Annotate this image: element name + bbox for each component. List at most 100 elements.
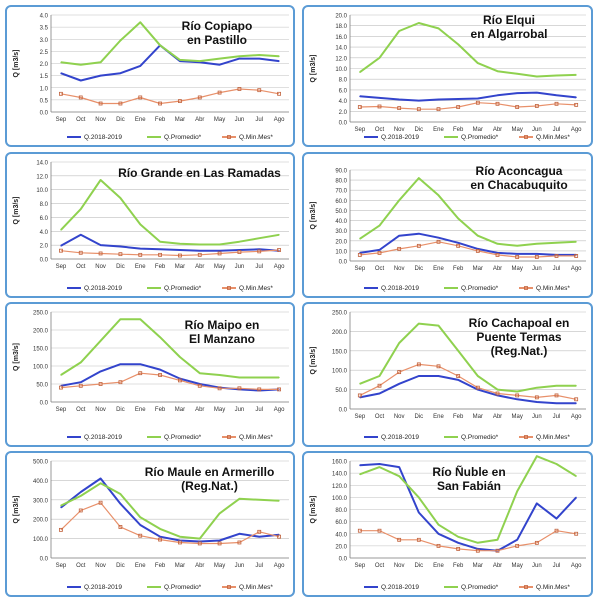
legend-label-minimum: Q.Min.Mes* <box>239 285 273 292</box>
data-point-minimum <box>277 387 281 392</box>
data-point-average <box>278 234 280 236</box>
data-point-average <box>378 225 381 227</box>
x-tick-label: Feb <box>155 563 166 569</box>
data-point-actual <box>99 244 102 246</box>
data-point-minimum <box>495 253 500 257</box>
data-point-average <box>359 383 361 385</box>
data-point-minimum <box>98 251 103 256</box>
data-point-minimum <box>436 364 441 369</box>
data-point-average <box>238 498 241 500</box>
x-tick-label: Jul <box>255 264 263 270</box>
data-point-average <box>457 536 459 538</box>
data-point-average <box>119 197 122 199</box>
x-tick-label: Dic <box>116 264 125 270</box>
legend-label-actual: Q.2018-2019 <box>381 134 419 141</box>
data-point-minimum <box>475 548 480 553</box>
x-tick-label: Dic <box>414 414 423 420</box>
series-line-actual <box>60 363 280 392</box>
data-point-average <box>159 528 161 530</box>
x-tick-label: Mar <box>175 407 185 413</box>
data-point-minimum <box>515 393 520 398</box>
data-point-average <box>218 58 221 60</box>
data-point-actual <box>60 245 62 247</box>
y-tick-label: 150.0 <box>33 347 49 353</box>
y-tick-label: 50.0 <box>335 388 347 394</box>
data-point-minimum <box>416 243 421 248</box>
data-point-minimum <box>78 95 83 100</box>
data-point-minimum <box>456 547 461 551</box>
x-tick-label: Abr <box>195 117 204 123</box>
x-tick-label: Feb <box>155 117 166 123</box>
legend-marker <box>227 286 231 290</box>
data-point-actual <box>80 381 82 383</box>
data-point-average <box>99 61 102 63</box>
x-tick-label: May <box>214 563 225 569</box>
data-point-minimum <box>515 543 520 548</box>
data-point-minimum <box>59 385 63 390</box>
data-point-actual <box>516 398 518 400</box>
series-line-minimum <box>60 249 280 257</box>
data-point-actual <box>80 234 82 236</box>
x-tick-label: Jun <box>532 414 542 420</box>
x-tick-label: Mar <box>473 266 483 272</box>
data-point-minimum <box>495 391 500 396</box>
legend-label-average: Q.Promedio* <box>164 285 202 292</box>
data-point-actual <box>139 363 141 365</box>
data-point-average <box>496 389 499 391</box>
chart-svg: 0.0 10.0 20.0 30.0 40.0 50.0 60.0 70.0 80.0 90.0 S… <box>310 169 586 292</box>
series-line-average <box>60 179 280 246</box>
legend-label-minimum: Q.Min.Mes* <box>239 434 273 441</box>
x-tick-label: May <box>511 266 522 272</box>
x-tick-label: Sep <box>354 414 365 420</box>
data-point-actual <box>536 253 538 255</box>
data-point-minimum <box>59 248 63 253</box>
x-tick-label: Jun <box>532 266 542 272</box>
data-point-average <box>457 43 459 46</box>
data-point-minimum <box>118 380 123 385</box>
chart-svg: 0.0 0.5 1.0 1.5 2.0 2.5 3.0 3.5 4.0 Sep Oct Nov Dic E… <box>13 14 289 141</box>
data-point-average <box>437 524 440 526</box>
data-point-average <box>359 473 361 475</box>
data-point-minimum <box>217 541 222 546</box>
data-point-average <box>278 500 280 502</box>
data-point-minimum <box>257 249 262 254</box>
y-tick-label: 100.0 <box>33 365 49 371</box>
y-tick-label: 3.5 <box>40 26 49 32</box>
data-point-actual <box>398 235 400 237</box>
x-tick-label: Mar <box>473 127 483 133</box>
data-point-average <box>199 538 201 540</box>
data-point-average <box>258 237 260 239</box>
data-point-minimum <box>138 95 143 100</box>
x-tick-label: Nov <box>95 407 106 413</box>
x-tick-label: Abr <box>493 127 502 133</box>
data-point-minimum <box>277 91 281 96</box>
x-tick-label: Sep <box>354 563 365 569</box>
y-tick-label: 140.0 <box>332 472 348 478</box>
data-point-average <box>80 64 82 66</box>
chart-panel-5: 0.0 50.0 100.0 150.0 200.0 250.0 Sep Oct Nov Dic E… <box>302 302 593 447</box>
y-tick-label: 0.0 <box>40 557 49 563</box>
y-tick-label: 100.0 <box>332 496 348 502</box>
x-tick-label: Abr <box>195 407 204 413</box>
data-point-minimum <box>98 500 103 505</box>
series-line-minimum <box>359 102 577 110</box>
data-point-minimum <box>158 537 162 542</box>
data-point-minimum <box>138 252 143 257</box>
x-tick-label: Nov <box>95 264 106 270</box>
data-point-actual <box>378 392 381 395</box>
data-point-average <box>359 238 361 240</box>
data-point-actual <box>398 466 400 468</box>
data-point-actual <box>536 91 538 94</box>
legend-marker <box>227 435 231 439</box>
series-line-actual <box>60 477 280 543</box>
x-tick-label: Dic <box>116 117 125 123</box>
y-tick-label: 10.0 <box>335 249 347 255</box>
data-point-actual <box>159 369 161 371</box>
data-point-average <box>378 466 381 468</box>
legend-label-average: Q.Promedio* <box>164 584 202 591</box>
data-point-average <box>437 194 440 196</box>
legend-label-actual: Q.2018-2019 <box>381 584 419 591</box>
x-tick-label: Sep <box>56 264 67 270</box>
y-tick-label: 40.0 <box>335 219 347 225</box>
data-point-actual <box>359 95 361 97</box>
